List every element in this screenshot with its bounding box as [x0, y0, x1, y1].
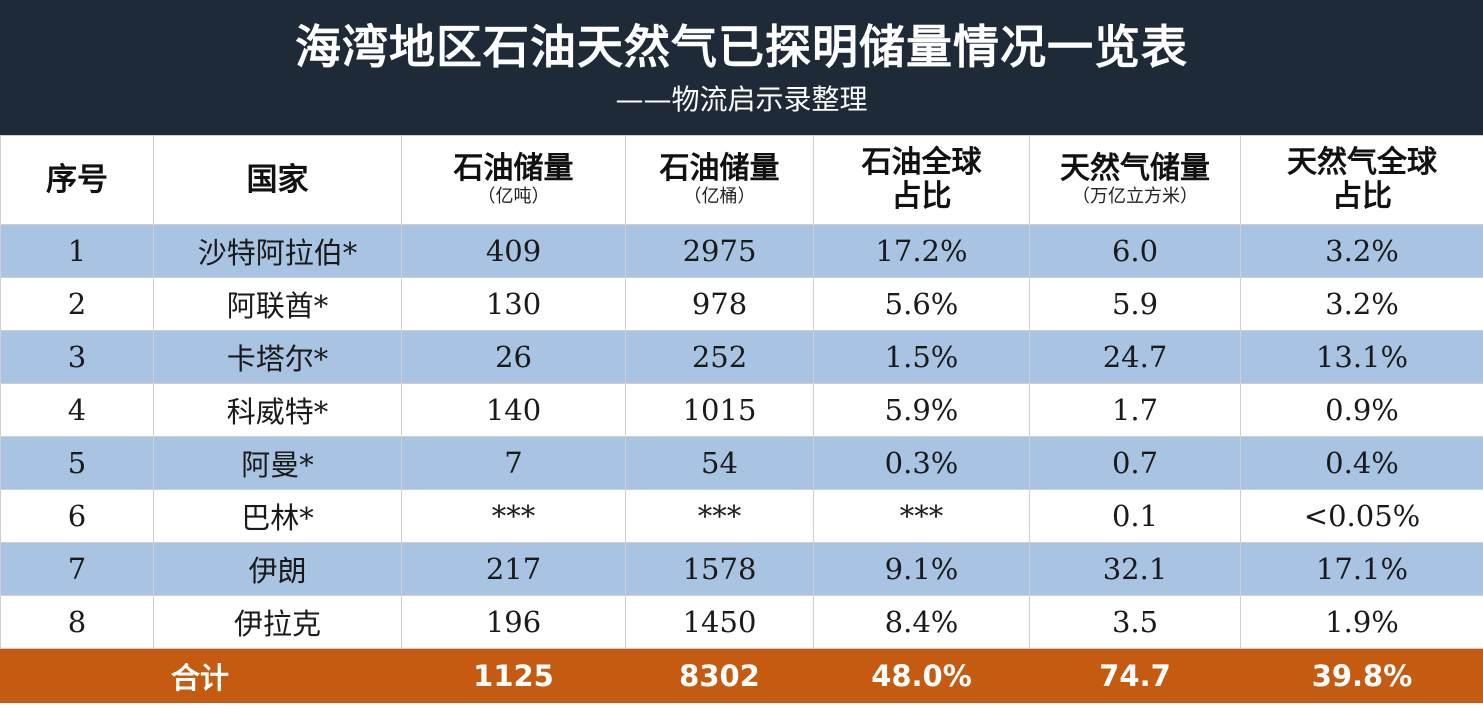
column-header-label: 石油全球: [861, 145, 982, 180]
cell-gas-reserve: 24.7: [1029, 330, 1241, 384]
cell-gas-reserve: 32.1: [1029, 542, 1241, 596]
cell-country: 巴林*: [153, 489, 402, 543]
table-row: 6 巴林* *** *** *** 0.1 <0.05%: [0, 489, 1483, 543]
cell-index: 3: [0, 330, 154, 384]
cell-gas-reserve: 0.1: [1029, 489, 1241, 543]
total-oil-barrels: 8302: [625, 648, 814, 703]
table-header-row: 序号 国家 石油储量 （亿吨） 石油储量 （亿桶） 石油全球 占比: [0, 135, 1483, 225]
cell-oil-barrels: 2975: [625, 224, 814, 278]
table-row: 4 科威特* 140 1015 5.9% 1.7 0.9%: [0, 383, 1483, 437]
column-header-label: 序号: [46, 162, 108, 198]
cell-gas-share: 0.4%: [1240, 436, 1483, 490]
cell-gas-share: 3.2%: [1240, 277, 1483, 331]
column-header-label: 国家: [246, 162, 309, 198]
cell-gas-share: <0.05%: [1240, 489, 1483, 543]
reserves-table: 序号 国家 石油储量 （亿吨） 石油储量 （亿桶） 石油全球 占比: [0, 135, 1483, 703]
cell-oil-barrels: 978: [625, 277, 814, 331]
cell-oil-barrels: ***: [625, 489, 814, 543]
cell-oil-tons: 409: [401, 224, 626, 278]
cell-index: 7: [0, 542, 154, 596]
cell-country: 卡塔尔*: [153, 330, 402, 384]
cell-oil-barrels: 1015: [625, 383, 814, 437]
column-header: 天然气全球 占比: [1240, 135, 1483, 225]
cell-oil-tons: 26: [401, 330, 626, 384]
total-oil-share: 48.0%: [813, 648, 1030, 703]
cell-gas-reserve: 5.9: [1029, 277, 1241, 331]
cell-country: 伊朗: [153, 542, 402, 596]
cell-oil-tons: 140: [401, 383, 626, 437]
cell-country: 阿曼*: [153, 436, 402, 490]
cell-index: 5: [0, 436, 154, 490]
cell-gas-share: 1.9%: [1240, 595, 1483, 649]
column-header-label-line2: 占比: [1332, 179, 1392, 214]
column-header-label: 石油储量: [659, 151, 780, 186]
cell-gas-reserve: 6.0: [1029, 224, 1241, 278]
table-row: 1 沙特阿拉伯* 409 2975 17.2% 6.0 3.2%: [0, 224, 1483, 278]
cell-oil-share: 0.3%: [813, 436, 1030, 490]
cell-oil-barrels: 1578: [625, 542, 814, 596]
cell-index: 8: [0, 595, 154, 649]
cell-country: 伊拉克: [153, 595, 402, 649]
cell-gas-share: 17.1%: [1240, 542, 1483, 596]
total-row: 合计 1125 8302 48.0% 74.7 39.8%: [0, 648, 1483, 703]
column-header-label: 天然气全球: [1287, 145, 1437, 180]
cell-oil-share: 5.6%: [813, 277, 1030, 331]
cell-gas-share: 13.1%: [1240, 330, 1483, 384]
page-title: 海湾地区石油天然气已探明储量情况一览表: [295, 20, 1188, 74]
column-header: 天然气储量 （万亿立方米）: [1029, 135, 1241, 225]
cell-index: 4: [0, 383, 154, 437]
header-banner: 海湾地区石油天然气已探明储量情况一览表 ——物流启示录整理: [0, 0, 1483, 135]
table-row: 5 阿曼* 7 54 0.3% 0.7 0.4%: [0, 436, 1483, 490]
column-header: 石油储量 （亿桶）: [625, 135, 814, 225]
column-header-label-line2: 占比: [891, 179, 952, 214]
total-gas-share: 39.8%: [1240, 648, 1483, 703]
cell-oil-tons: 217: [401, 542, 626, 596]
cell-gas-reserve: 0.7: [1029, 436, 1241, 490]
cell-gas-share: 0.9%: [1240, 383, 1483, 437]
cell-gas-share: 3.2%: [1240, 224, 1483, 278]
cell-country: 沙特阿拉伯*: [153, 224, 402, 278]
cell-oil-barrels: 252: [625, 330, 814, 384]
column-header: 国家: [153, 135, 402, 225]
cell-country: 阿联酋*: [153, 277, 402, 331]
total-label: 合计: [0, 648, 402, 703]
cell-oil-share: 5.9%: [813, 383, 1030, 437]
table-row: 3 卡塔尔* 26 252 1.5% 24.7 13.1%: [0, 330, 1483, 384]
total-oil-tons: 1125: [401, 648, 626, 703]
total-gas-reserve: 74.7: [1029, 648, 1241, 703]
cell-oil-share: 17.2%: [813, 224, 1030, 278]
table-row: 7 伊朗 217 1578 9.1% 32.1 17.1%: [0, 542, 1483, 596]
cell-oil-tons: 7: [401, 436, 626, 490]
column-header: 序号: [0, 135, 154, 225]
cell-oil-barrels: 1450: [625, 595, 814, 649]
table-row: 8 伊拉克 196 1450 8.4% 3.5 1.9%: [0, 595, 1483, 649]
cell-index: 6: [0, 489, 154, 543]
cell-oil-share: 1.5%: [813, 330, 1030, 384]
cell-oil-tons: 196: [401, 595, 626, 649]
column-header: 石油全球 占比: [813, 135, 1030, 225]
cell-oil-barrels: 54: [625, 436, 814, 490]
cell-oil-share: 9.1%: [813, 542, 1030, 596]
column-header-label: 石油储量: [453, 151, 574, 186]
page-subtitle: ——物流启示录整理: [615, 83, 868, 116]
cell-index: 2: [0, 277, 154, 331]
table-row: 2 阿联酋* 130 978 5.6% 5.9 3.2%: [0, 277, 1483, 331]
cell-oil-share: 8.4%: [813, 595, 1030, 649]
column-header: 石油储量 （亿吨）: [401, 135, 626, 225]
column-header-unit: （万亿立方米）: [1072, 186, 1198, 207]
cell-country: 科威特*: [153, 383, 402, 437]
cell-oil-tons: 130: [401, 277, 626, 331]
cell-oil-share: ***: [813, 489, 1030, 543]
cell-gas-reserve: 3.5: [1029, 595, 1241, 649]
cell-index: 1: [0, 224, 154, 278]
cell-oil-tons: ***: [401, 489, 626, 543]
column-header-label: 天然气储量: [1060, 151, 1210, 186]
column-header-unit: （亿桶）: [683, 186, 756, 207]
column-header-unit: （亿吨）: [477, 186, 550, 207]
cell-gas-reserve: 1.7: [1029, 383, 1241, 437]
